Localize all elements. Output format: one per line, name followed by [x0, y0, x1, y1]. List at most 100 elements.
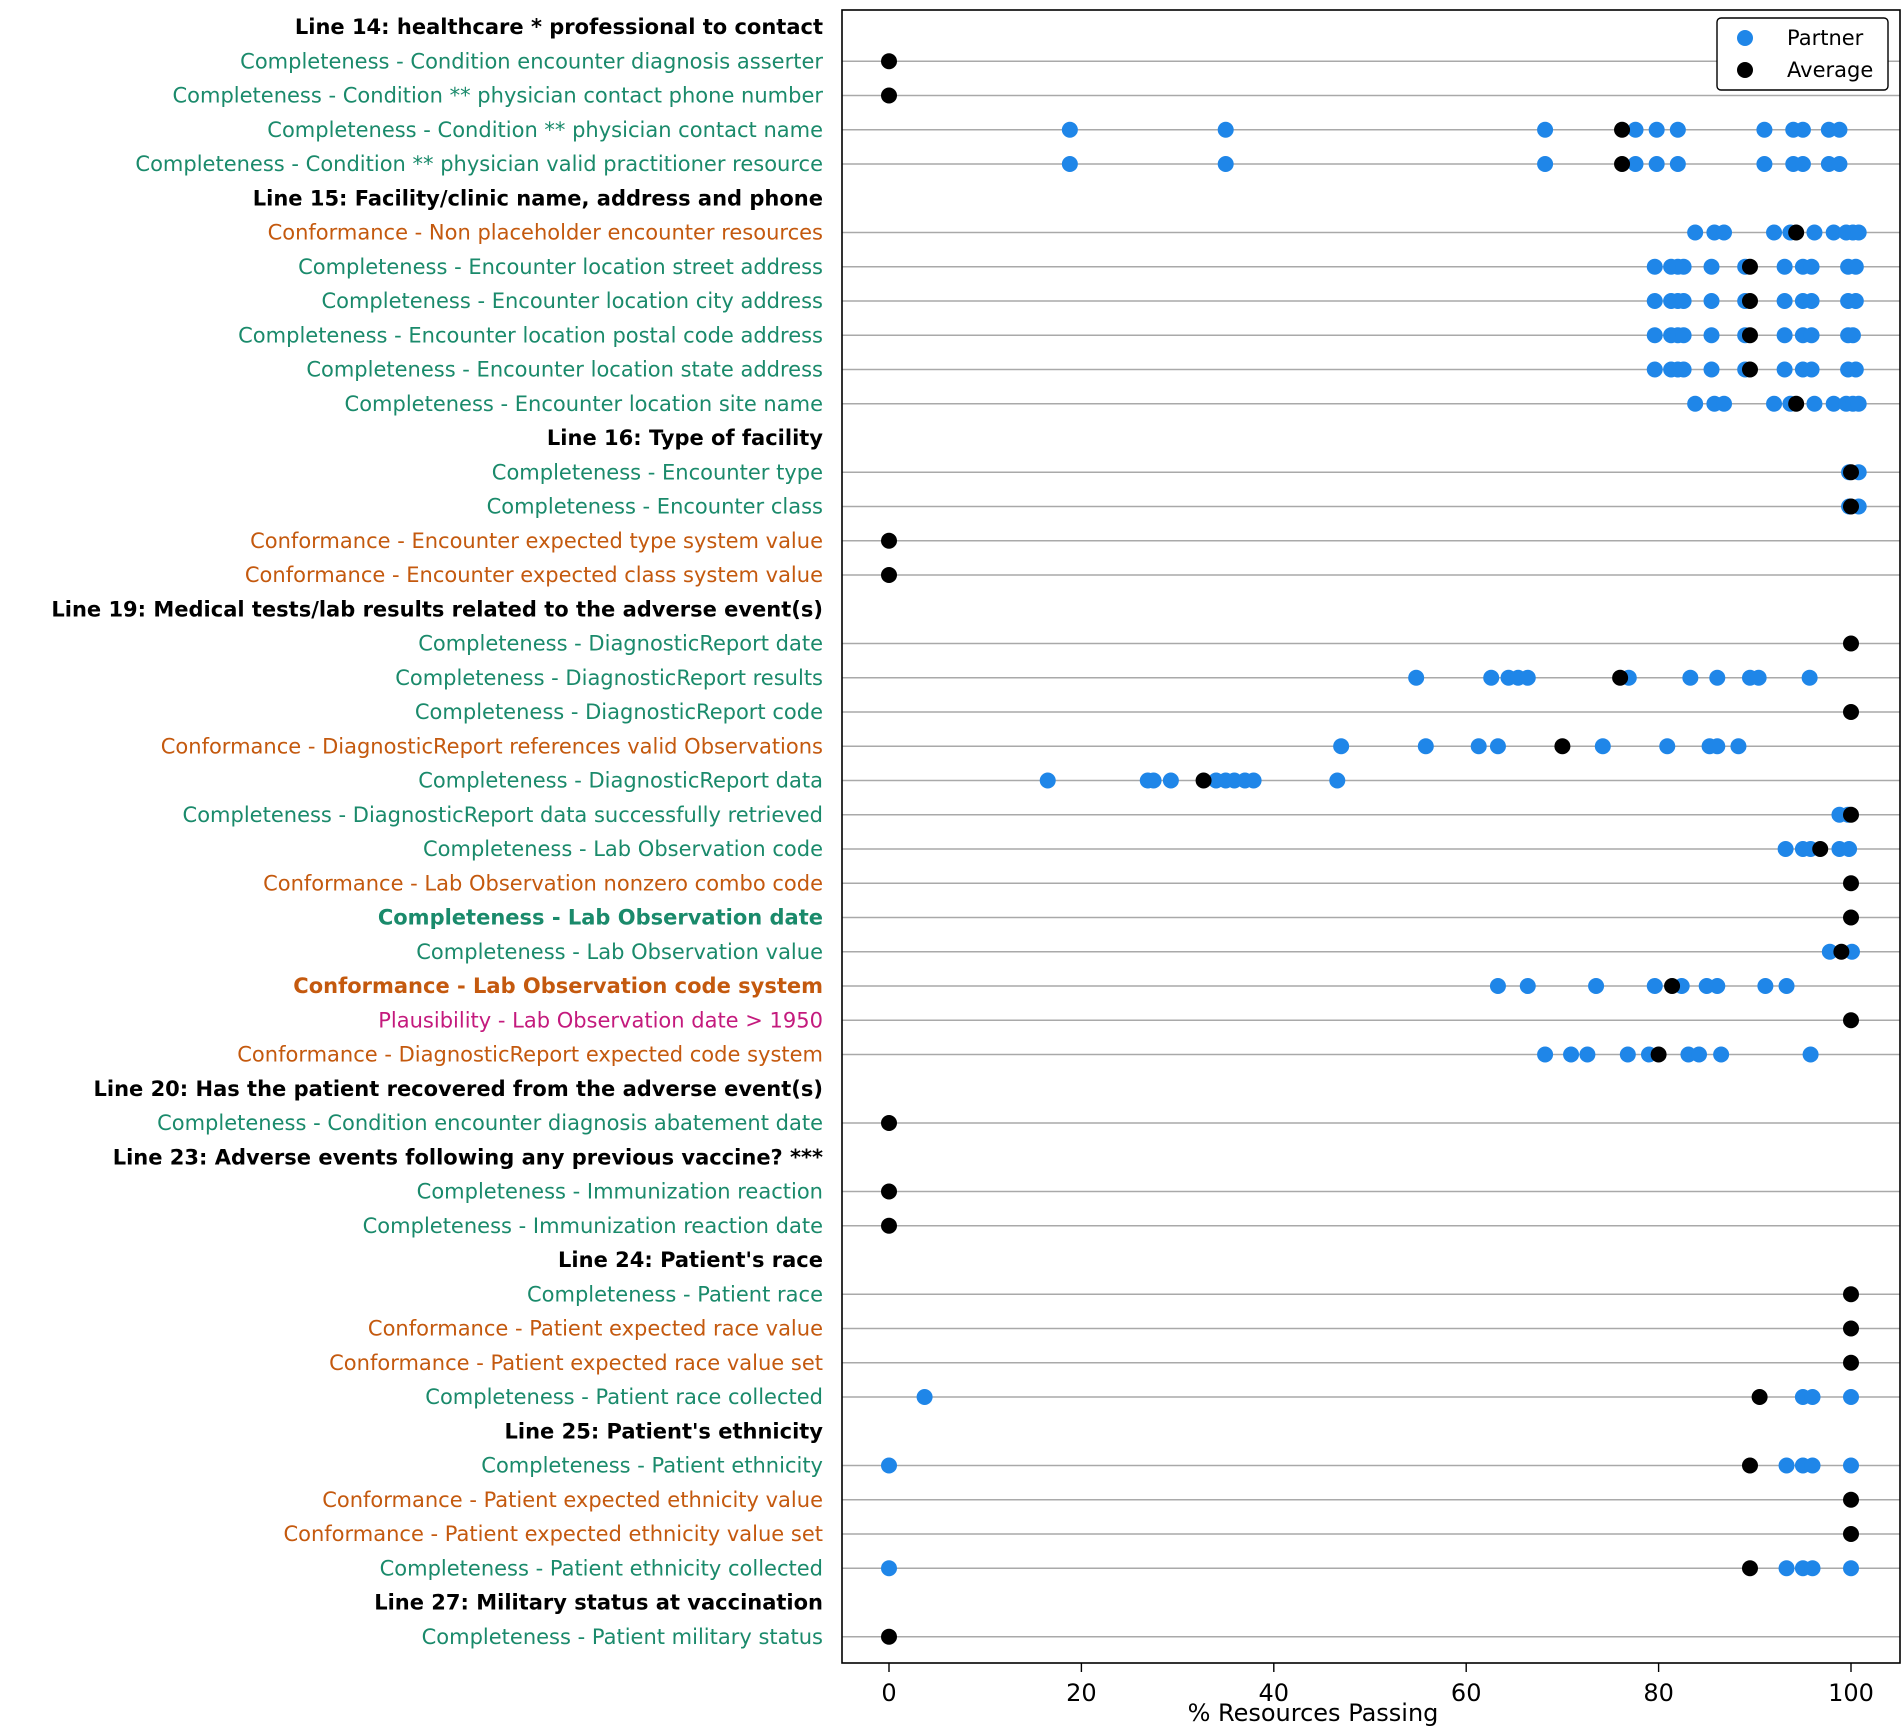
average-point	[1751, 1389, 1768, 1405]
average-point	[881, 532, 897, 549]
partner-point	[1766, 224, 1783, 241]
partner-point	[1756, 156, 1773, 172]
partner-point	[1659, 738, 1676, 755]
average-point	[881, 1217, 897, 1234]
partner-point	[1806, 395, 1823, 412]
average-point	[881, 567, 897, 583]
partner-point	[1794, 156, 1811, 172]
partner-point	[1675, 327, 1692, 344]
partner-point	[916, 1389, 933, 1405]
partner-point	[1713, 1046, 1730, 1063]
row-label-completeness-diagnosticreport-data-successfully-retrieved: Completeness - DiagnosticReport data suc…	[183, 803, 823, 827]
partner-point	[1843, 1389, 1859, 1405]
x-tick-label-100: 100	[1828, 1679, 1874, 1707]
average-point	[1612, 669, 1629, 686]
partner-point	[1417, 738, 1434, 755]
row-label-completeness-patient-ethnicity: Completeness - Patient ethnicity	[481, 1454, 823, 1478]
row-label-completeness-diagnosticreport-data: Completeness - DiagnosticReport data	[418, 769, 823, 793]
partner-point	[1804, 1560, 1821, 1577]
partner-point	[1841, 841, 1858, 857]
partner-point	[1844, 327, 1861, 344]
partner-point	[1646, 978, 1663, 994]
partner-point	[1756, 121, 1773, 138]
partner-point	[1537, 1046, 1554, 1063]
section-header-line-15-facility-clinic-name-address-and-phone: Line 15: Facility/clinic name, address a…	[253, 186, 823, 210]
row-label-completeness-patient-race-collected: Completeness - Patient race collected	[425, 1385, 823, 1409]
row-label-conformance-patient-expected-race-value-set: Conformance - Patient expected race valu…	[329, 1351, 823, 1375]
partner-point	[1821, 943, 1838, 960]
partner-point	[1847, 258, 1864, 275]
average-point	[1195, 772, 1212, 789]
section-header-line-14-healthcare-professional-to-contact: Line 14: healthcare * professional to co…	[295, 15, 823, 39]
average-point	[1788, 395, 1805, 412]
row-label-completeness-encounter-location-state-address: Completeness - Encounter location state …	[306, 358, 823, 382]
partner-point	[1329, 772, 1346, 789]
partner-point	[1776, 258, 1793, 275]
plot-frame	[841, 9, 1901, 1664]
partner-point	[1801, 669, 1818, 686]
row-label-completeness-condition-physician-contact-phone-number: Completeness - Condition ** physician co…	[173, 84, 824, 108]
average-point	[1843, 464, 1859, 481]
row-label-completeness-condition-physician-valid-practitioner-resource: Completeness - Condition ** physician va…	[135, 152, 823, 176]
average-point	[1650, 1046, 1667, 1063]
partner-point	[1519, 669, 1536, 686]
x-tick-label-40: 40	[1259, 1679, 1290, 1707]
partner-point	[1750, 669, 1767, 686]
section-header-line-20-has-the-patient-recovered-from-the-adverse-event-s: Line 20: Has the patient recovered from …	[93, 1077, 823, 1101]
partner-point	[1537, 156, 1554, 172]
partner-point	[1843, 1457, 1859, 1474]
row-label-completeness-immunization-reaction: Completeness - Immunization reaction	[417, 1180, 823, 1204]
average-point	[881, 53, 897, 70]
average-point	[1554, 738, 1571, 755]
row-label-completeness-diagnosticreport-code: Completeness - DiagnosticReport code	[415, 700, 823, 724]
row-label-completeness-condition-encounter-diagnosis-asserter: Completeness - Condition encounter diagn…	[240, 49, 823, 73]
row-label-completeness-lab-observation-value: Completeness - Lab Observation value	[416, 940, 823, 964]
partner-point	[1804, 1457, 1821, 1474]
partner-point	[1162, 772, 1179, 789]
partner-point	[1778, 1560, 1795, 1577]
partner-point	[1703, 258, 1720, 275]
row-label-conformance-lab-observation-nonzero-combo-code: Conformance - Lab Observation nonzero co…	[263, 871, 823, 895]
partner-point	[1687, 224, 1704, 241]
partner-point	[1669, 156, 1686, 172]
partner-point	[1648, 121, 1665, 138]
partner-point	[1217, 121, 1234, 138]
row-label-completeness-encounter-location-postal-code-address: Completeness - Encounter location postal…	[238, 323, 823, 347]
partner-point	[1850, 395, 1867, 412]
average-point	[881, 1183, 897, 1200]
partner-point	[1803, 293, 1820, 309]
row-label-conformance-lab-observation-code-system: Conformance - Lab Observation code syste…	[293, 974, 823, 998]
partner-point	[1648, 156, 1665, 172]
legend-label-average: Average	[1787, 58, 1873, 82]
average-point	[1843, 1286, 1859, 1303]
row-label-completeness-encounter-location-city-address: Completeness - Encounter location city a…	[321, 289, 823, 313]
partner-point	[1847, 361, 1864, 378]
row-label-conformance-patient-expected-ethnicity-value: Conformance - Patient expected ethnicity…	[322, 1488, 823, 1512]
average-point	[881, 87, 897, 104]
x-tick-label-80: 80	[1643, 1679, 1674, 1707]
row-label-completeness-patient-ethnicity-collected: Completeness - Patient ethnicity collect…	[380, 1556, 823, 1580]
section-header-line-27-military-status-at-vaccination: Line 27: Military status at vaccination	[374, 1591, 823, 1615]
partner-point	[1646, 361, 1663, 378]
average-point	[1664, 978, 1681, 994]
legend-box	[1716, 17, 1889, 91]
partner-point	[1709, 669, 1726, 686]
partner-point	[881, 1457, 897, 1474]
partner-point	[1675, 361, 1692, 378]
average-point	[1833, 943, 1850, 960]
partner-point	[1619, 1046, 1636, 1063]
average-point	[1741, 293, 1758, 309]
row-label-completeness-patient-military-status: Completeness - Patient military status	[422, 1625, 823, 1649]
partner-point	[1778, 1457, 1795, 1474]
partner-point	[1703, 293, 1720, 309]
partner-point	[1537, 121, 1554, 138]
legend: Partner Average	[1716, 17, 1889, 91]
partner-point	[1588, 978, 1605, 994]
row-label-completeness-lab-observation-code: Completeness - Lab Observation code	[423, 837, 823, 861]
average-point	[1843, 704, 1859, 720]
row-gridlines	[842, 60, 1900, 1638]
partner-point	[1217, 156, 1234, 172]
average-point	[1843, 875, 1859, 892]
partner-point	[1776, 293, 1793, 309]
average-point	[1843, 909, 1859, 926]
